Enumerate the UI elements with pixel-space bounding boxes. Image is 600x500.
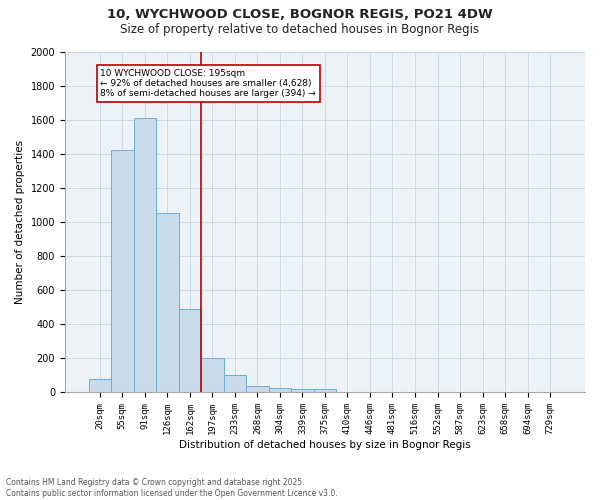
Bar [89,379,111,392]
Bar [269,388,291,392]
Bar [201,358,224,392]
Bar [111,150,134,392]
Text: 10 WYCHWOOD CLOSE: 195sqm
← 92% of detached houses are smaller (4,628)
8% of sem: 10 WYCHWOOD CLOSE: 195sqm ← 92% of detac… [100,68,316,98]
X-axis label: Distribution of detached houses by size in Bognor Regis: Distribution of detached houses by size … [179,440,471,450]
Bar [291,389,314,392]
Bar [134,118,156,392]
Bar [246,386,269,392]
Bar [179,309,201,392]
Bar [224,376,246,392]
Bar [314,389,336,392]
Y-axis label: Number of detached properties: Number of detached properties [15,140,25,304]
Text: Size of property relative to detached houses in Bognor Regis: Size of property relative to detached ho… [121,22,479,36]
Text: Contains HM Land Registry data © Crown copyright and database right 2025.
Contai: Contains HM Land Registry data © Crown c… [6,478,338,498]
Bar [156,212,179,392]
Text: 10, WYCHWOOD CLOSE, BOGNOR REGIS, PO21 4DW: 10, WYCHWOOD CLOSE, BOGNOR REGIS, PO21 4… [107,8,493,20]
